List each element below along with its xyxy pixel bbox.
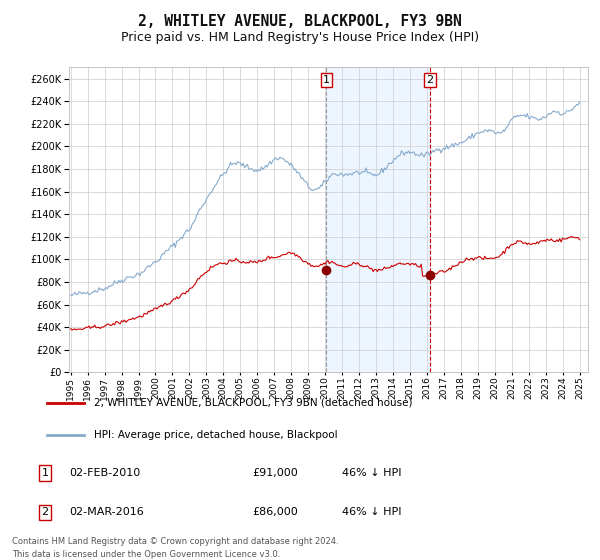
Text: 02-FEB-2010: 02-FEB-2010: [69, 468, 140, 478]
Bar: [326, 67, 430, 372]
Text: Price paid vs. HM Land Registry's House Price Index (HPI): Price paid vs. HM Land Registry's House …: [121, 31, 479, 44]
Text: £86,000: £86,000: [252, 507, 298, 517]
Text: 2: 2: [426, 75, 433, 85]
Text: 02-MAR-2016: 02-MAR-2016: [69, 507, 144, 517]
Text: 46% ↓ HPI: 46% ↓ HPI: [342, 507, 401, 517]
Text: Contains HM Land Registry data © Crown copyright and database right 2024.
This d: Contains HM Land Registry data © Crown c…: [12, 538, 338, 559]
Text: £91,000: £91,000: [252, 468, 298, 478]
Text: HPI: Average price, detached house, Blackpool: HPI: Average price, detached house, Blac…: [94, 430, 338, 440]
Text: 2, WHITLEY AVENUE, BLACKPOOL, FY3 9BN: 2, WHITLEY AVENUE, BLACKPOOL, FY3 9BN: [138, 14, 462, 29]
Text: 1: 1: [41, 468, 49, 478]
Text: 46% ↓ HPI: 46% ↓ HPI: [342, 468, 401, 478]
Text: 2, WHITLEY AVENUE, BLACKPOOL, FY3 9BN (detached house): 2, WHITLEY AVENUE, BLACKPOOL, FY3 9BN (d…: [94, 398, 413, 408]
Text: 1: 1: [323, 75, 330, 85]
Text: 2: 2: [41, 507, 49, 517]
